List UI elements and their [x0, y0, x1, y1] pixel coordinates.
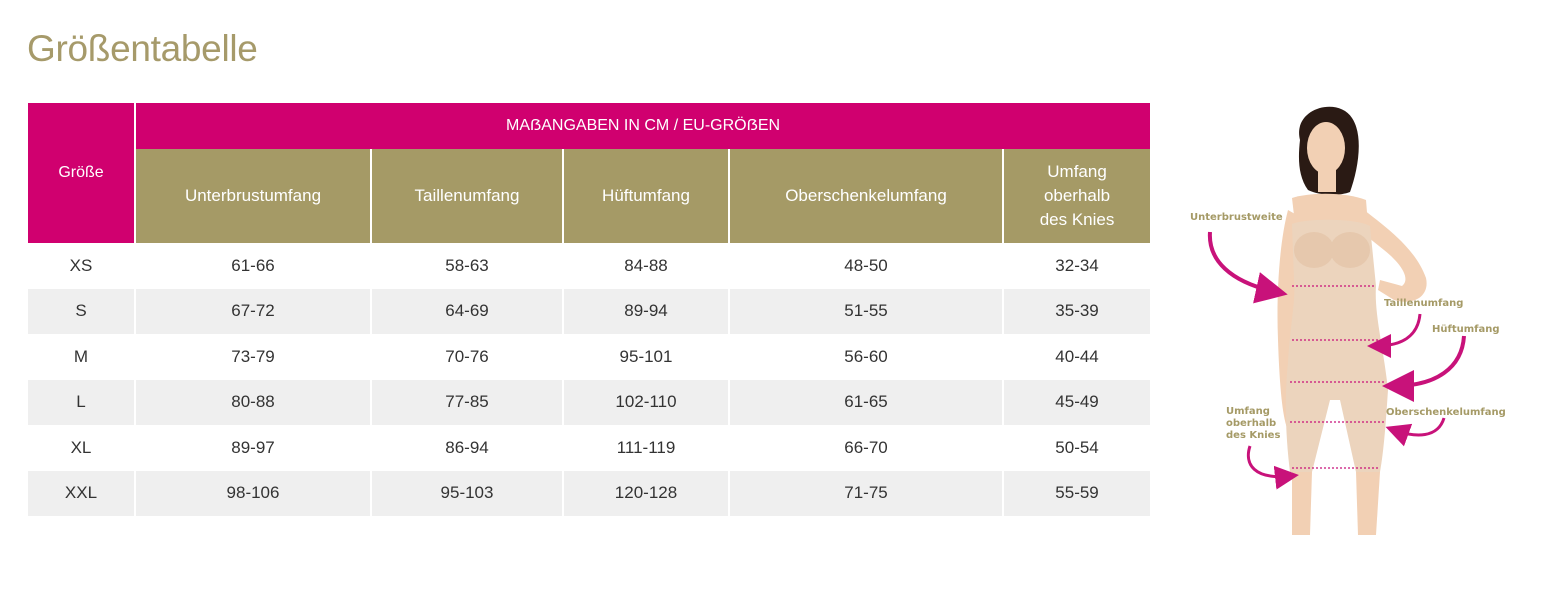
figure-bra-left [1294, 232, 1334, 268]
waist-arrow [1367, 313, 1422, 358]
table-row: M 73-79 70-76 95-101 56-60 40-44 [28, 334, 1151, 380]
label-knee-2: oberhalb [1226, 418, 1276, 429]
table-cell: 95-103 [370, 470, 563, 516]
table-cell: 40-44 [1001, 334, 1151, 380]
size-cell: M [28, 334, 135, 380]
table-cell: 89-94 [562, 288, 729, 334]
column-header-waist: Taillenumfang [370, 149, 563, 243]
figure-right-leg [1356, 472, 1380, 535]
column-header-knee-text: Umfang oberhalb des Knies [1039, 162, 1115, 229]
table-cell: 55-59 [1001, 470, 1151, 516]
figure-face [1307, 122, 1345, 174]
table-cell: 86-94 [370, 425, 563, 471]
figure-right-arm [1364, 210, 1427, 302]
table-cell: 50-54 [1001, 425, 1151, 471]
table-cell: 102-110 [562, 379, 729, 425]
table-row: XS 61-66 58-63 84-88 48-50 32-34 [28, 243, 1151, 289]
size-cell: XL [28, 425, 135, 471]
page-title: Größentabelle [27, 28, 258, 69]
table-row: L 80-88 77-85 102-110 61-65 45-49 [28, 379, 1151, 425]
table-cell: 77-85 [370, 379, 563, 425]
table-cell: 67-72 [134, 288, 371, 334]
column-header-thigh: Oberschenkelumfang [728, 149, 1003, 243]
thigh-arrow [1385, 417, 1446, 447]
size-cell: S [28, 288, 135, 334]
table-cell: 35-39 [1001, 288, 1151, 334]
label-thigh: Oberschenkelumfang [1386, 407, 1506, 418]
table-cell: 32-34 [1001, 243, 1151, 289]
table-row: S 67-72 64-69 89-94 51-55 35-39 [28, 288, 1151, 334]
measurements-group-header: MAẞANGABEN IN CM / EU-GRÖẞEN [135, 103, 1151, 149]
label-knee-1: Umfang [1226, 406, 1270, 417]
figure-neck [1318, 170, 1336, 192]
table-cell: 61-66 [134, 243, 371, 289]
size-chart-table: Größe MAẞANGABEN IN CM / EU-GRÖẞEN Unter… [28, 103, 1151, 516]
table-cell: 95-101 [562, 334, 729, 380]
table-cell: 64-69 [370, 288, 563, 334]
figure-bra-right [1330, 232, 1370, 268]
table-cell: 70-76 [370, 334, 563, 380]
table-cell: 56-60 [728, 334, 1003, 380]
size-cell: XS [28, 243, 135, 289]
table-cell: 45-49 [1001, 379, 1151, 425]
table-cell: 48-50 [728, 243, 1003, 289]
label-waist: Taillenumfang [1384, 298, 1463, 309]
column-header-underbust: Unterbrustumfang [135, 149, 371, 243]
table-cell: 73-79 [134, 334, 371, 380]
underbust-arrow [1207, 231, 1288, 304]
knee-arrow [1246, 445, 1299, 490]
size-cell: XXL [28, 470, 135, 516]
table-cell: 98-106 [134, 470, 371, 516]
table-cell: 71-75 [728, 470, 1003, 516]
column-header-knee: Umfang oberhalb des Knies [1001, 149, 1151, 243]
table-cell: 66-70 [728, 425, 1003, 471]
table-cell: 84-88 [562, 243, 729, 289]
label-knee-3: des Knies [1226, 430, 1280, 441]
column-header-hip: Hüftumfang [562, 149, 729, 243]
table-cell: 120-128 [562, 470, 729, 516]
figure-garment [1285, 219, 1388, 472]
label-underbust: Unterbrustweite [1190, 212, 1283, 223]
table-row: XL 89-97 86-94 111-119 66-70 50-54 [28, 425, 1151, 471]
table-cell: 51-55 [728, 288, 1003, 334]
table-cell: 61-65 [728, 379, 1003, 425]
figure-left-leg [1292, 472, 1312, 535]
label-hip: Hüftumfang [1432, 324, 1500, 335]
hip-arrow [1382, 335, 1466, 402]
table-cell: 89-97 [134, 425, 371, 471]
measurement-guide-figure: Unterbrustweite Taillenumfang Hüftumfang… [1190, 106, 1506, 535]
table-cell: 111-119 [562, 425, 729, 471]
table-cell: 58-63 [370, 243, 563, 289]
size-column-header: Größe [28, 103, 136, 243]
table-row: XXL 98-106 95-103 120-128 71-75 55-59 [28, 470, 1151, 516]
table-cell: 80-88 [134, 379, 371, 425]
size-cell: L [28, 379, 135, 425]
